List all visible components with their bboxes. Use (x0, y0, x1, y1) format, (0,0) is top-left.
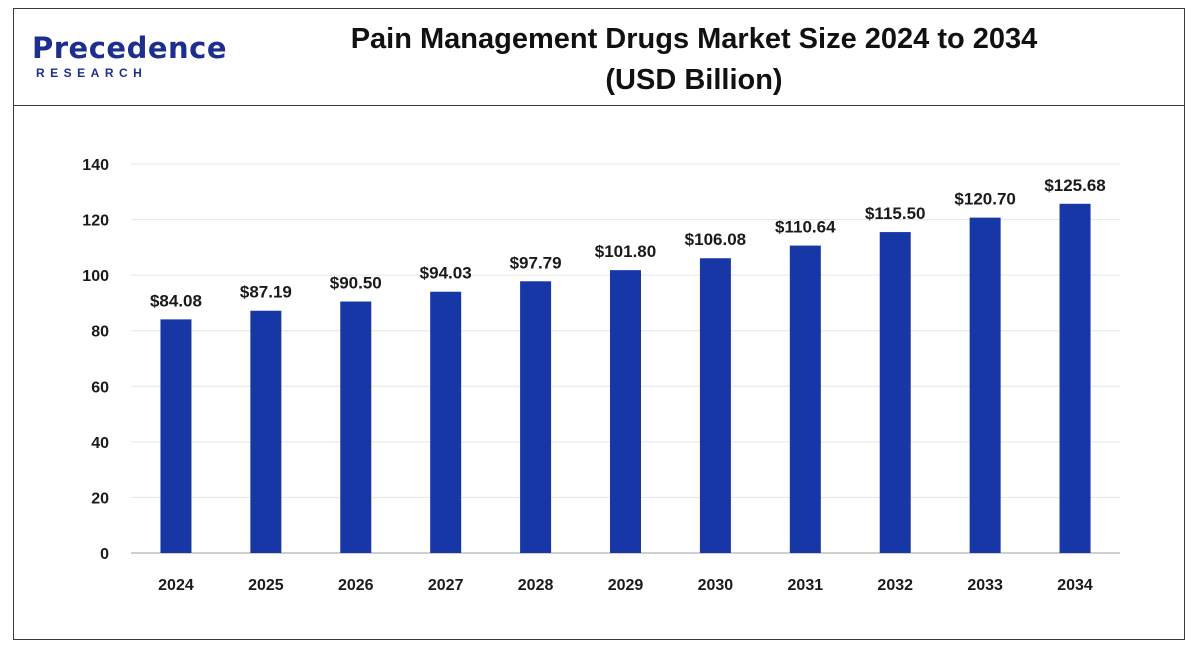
x-tick-label: 2027 (428, 577, 464, 594)
y-tick-label: 20 (91, 490, 109, 507)
bar (610, 270, 641, 553)
y-tick-label: 120 (82, 213, 109, 230)
x-tick-label: 2030 (698, 577, 734, 594)
data-label: $125.68 (1044, 176, 1105, 195)
bar (969, 217, 1001, 553)
data-label: $101.80 (595, 242, 656, 261)
data-label: $106.08 (685, 230, 746, 249)
y-tick-label: 80 (91, 324, 109, 341)
bar (1059, 203, 1091, 554)
bar (250, 310, 282, 553)
y-tick-label: 140 (82, 157, 109, 174)
x-tick-label: 2031 (788, 577, 824, 594)
x-tick-label: 2026 (338, 577, 374, 594)
y-tick-label: 100 (82, 268, 109, 285)
data-label: $87.19 (240, 283, 292, 302)
data-label: $120.70 (954, 190, 1015, 209)
data-label: $115.50 (865, 204, 926, 223)
logo-subtitle: RESEARCH (36, 66, 148, 80)
x-tick-label: 2028 (518, 577, 554, 594)
bar (879, 232, 911, 553)
chart-title-line-2: (USD Billion) (605, 64, 783, 96)
logo-wordmark: Precedence (32, 31, 228, 65)
x-tick-label: 2025 (248, 577, 284, 594)
data-label: $97.79 (510, 253, 562, 272)
bar (699, 258, 731, 553)
y-tick-label: 60 (91, 379, 109, 396)
x-tick-label: 2032 (877, 577, 913, 594)
bar (520, 281, 552, 553)
x-tick-label: 2029 (608, 577, 644, 594)
x-tick-label: 2024 (158, 577, 194, 594)
data-label: $110.64 (775, 218, 836, 237)
chart-header: Precedence RESEARCH Pain Management Drug… (14, 9, 1184, 106)
bar (789, 245, 821, 553)
x-tick-label: 2034 (1057, 577, 1093, 594)
bar (160, 319, 192, 553)
brand-logo: Precedence RESEARCH (32, 31, 227, 91)
y-tick-label: 40 (91, 435, 109, 452)
data-label: $90.50 (330, 274, 382, 293)
x-tick-label: 2033 (967, 577, 1003, 594)
chart-title-line-1: Pain Management Drugs Market Size 2024 t… (350, 23, 1038, 55)
bar (340, 301, 372, 553)
data-label: $84.08 (150, 291, 202, 310)
y-tick-label: 0 (100, 546, 109, 563)
chart-title: Pain Management Drugs Market Size 2024 t… (254, 19, 1134, 101)
bar (430, 291, 462, 553)
data-label: $94.03 (420, 264, 472, 283)
